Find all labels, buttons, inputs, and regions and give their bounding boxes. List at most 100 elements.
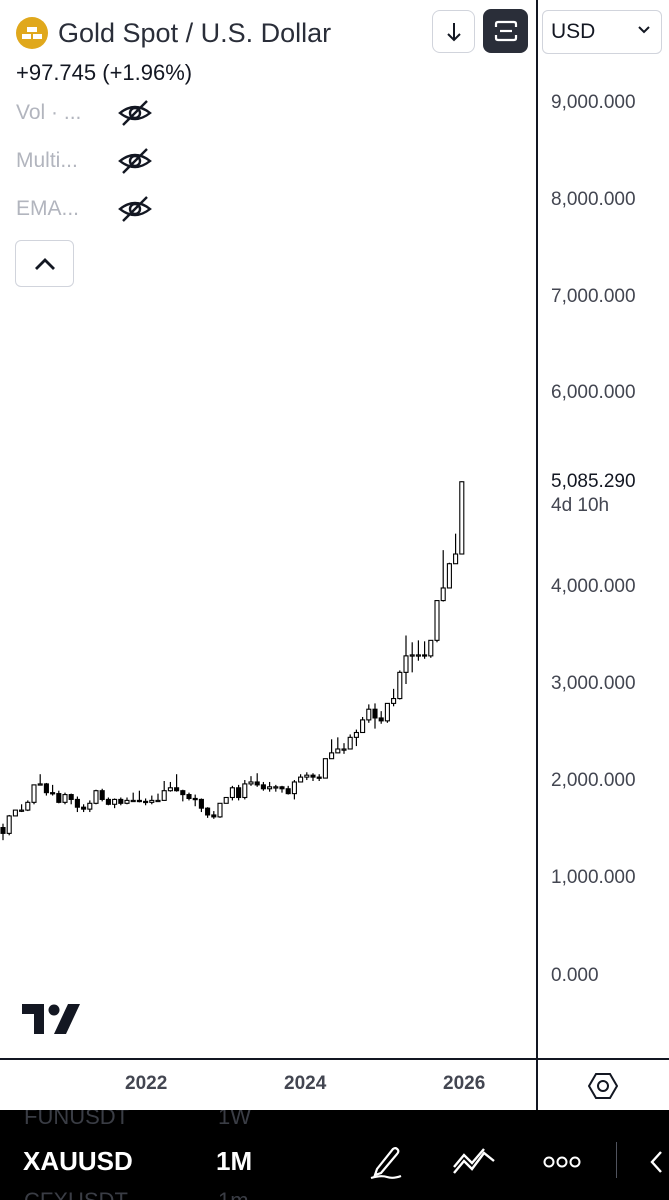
candle — [409, 642, 415, 673]
candle — [93, 789, 99, 805]
candle — [198, 798, 204, 813]
collapse-indicators-button[interactable] — [15, 240, 74, 287]
drawing-tools-button[interactable] — [364, 1142, 408, 1182]
candle — [341, 743, 347, 754]
current-interval[interactable]: 1M — [216, 1146, 253, 1176]
candle-body — [347, 736, 353, 750]
more-options-button[interactable] — [540, 1142, 584, 1182]
eye-crossed-icon[interactable] — [116, 97, 154, 129]
chart-settings-icon[interactable] — [588, 1071, 618, 1101]
candle-body — [391, 697, 397, 704]
candle — [105, 797, 111, 806]
candle-body — [192, 797, 198, 801]
candle-body — [12, 809, 18, 817]
price-axis-label: 9,000.000 — [551, 92, 636, 113]
download-button[interactable] — [432, 10, 475, 53]
candle — [167, 781, 173, 792]
bottom-toolbar: FUNUSDT 1W XAUUSD 1M CFXUSDT 1m — [0, 1110, 669, 1200]
price-axis-label: 6,000.000 — [551, 382, 636, 403]
indicator-volume[interactable]: Vol · ... — [16, 97, 166, 129]
candle-body — [415, 654, 421, 657]
candle-body — [68, 794, 74, 800]
price-axis[interactable] — [536, 0, 669, 1058]
candle — [279, 785, 285, 793]
indicator-label: Vol · ... — [16, 101, 82, 124]
back-button[interactable] — [642, 1142, 669, 1182]
candle — [149, 795, 155, 805]
candle-body — [403, 655, 409, 673]
candle-body — [353, 731, 359, 738]
candle-body — [217, 802, 223, 818]
candle — [229, 785, 235, 801]
candle — [372, 703, 378, 729]
candle-body — [335, 748, 341, 754]
eye-crossed-icon[interactable] — [116, 193, 154, 225]
candle-body — [372, 708, 378, 719]
candle — [81, 804, 87, 813]
candle-body — [99, 790, 105, 800]
indicator-multi[interactable]: Multi... — [16, 145, 166, 177]
indicators-button[interactable] — [452, 1142, 496, 1182]
candle — [291, 780, 297, 800]
price-axis-label: 7,000.000 — [551, 286, 636, 307]
candle-body — [260, 784, 266, 790]
candle — [248, 776, 254, 786]
candle — [192, 794, 198, 807]
candle — [273, 784, 279, 792]
symbol-list-item-prev[interactable]: FUNUSDT 1W — [24, 1110, 251, 1130]
candle — [322, 758, 328, 779]
symbol-list-item-next[interactable]: CFXUSDT 1m — [24, 1188, 249, 1200]
time-axis-label: 2026 — [443, 1073, 486, 1094]
candle — [50, 784, 56, 796]
candle-body — [62, 794, 68, 803]
candle-body — [198, 798, 204, 809]
candle — [31, 784, 37, 805]
indicator-ema[interactable]: EMA... — [16, 193, 166, 225]
candle-body — [267, 786, 273, 790]
candlestick-chart[interactable] — [0, 0, 536, 1058]
fullscreen-icon — [494, 20, 517, 42]
currency-select[interactable]: USD — [542, 10, 662, 54]
time-axis[interactable] — [0, 1058, 669, 1110]
price-axis-label: 3,000.000 — [551, 673, 636, 694]
candle — [446, 562, 452, 589]
price-axis-label: 0.000 — [551, 965, 599, 986]
candle-body — [161, 790, 167, 801]
bar-countdown: 4d 10h — [551, 495, 610, 516]
chart-plot-area[interactable] — [0, 0, 536, 1058]
arrow-down-icon — [446, 22, 461, 41]
candle-body — [384, 702, 390, 722]
candle-body — [155, 799, 161, 803]
eye-crossed-icon[interactable] — [116, 145, 154, 177]
current-symbol[interactable]: XAUUSD — [23, 1146, 133, 1176]
candle — [304, 772, 310, 781]
ghost-symbol: CFXUSDT — [24, 1188, 128, 1200]
candle — [136, 790, 142, 803]
price-change: +97.745 (+1.96%) — [16, 60, 193, 85]
candle-body — [50, 792, 56, 795]
candle-body — [310, 774, 316, 778]
ghost-symbol: FUNUSDT — [24, 1110, 130, 1129]
currency-value: USD — [551, 20, 596, 43]
candle — [329, 739, 335, 760]
price-axis-label: 2,000.000 — [551, 770, 636, 791]
candle-body — [81, 806, 87, 810]
candle — [285, 785, 291, 795]
fullscreen-button[interactable] — [483, 9, 528, 53]
tradingview-logo — [22, 1004, 80, 1034]
price-axis-label: 8,000.000 — [551, 189, 636, 210]
candle-body — [211, 814, 217, 818]
candle — [143, 798, 149, 806]
symbol-header[interactable]: Gold Spot / U.S. Dollar — [16, 14, 331, 52]
candle — [6, 814, 12, 836]
candle — [422, 641, 428, 659]
candle-body — [378, 717, 384, 722]
candle-body — [291, 781, 297, 795]
candle — [87, 800, 93, 813]
candle — [459, 481, 465, 555]
candle-body — [205, 807, 211, 816]
candle-body — [74, 798, 80, 808]
candle-body — [298, 776, 304, 783]
candle — [186, 792, 192, 801]
candle-body — [285, 788, 291, 795]
